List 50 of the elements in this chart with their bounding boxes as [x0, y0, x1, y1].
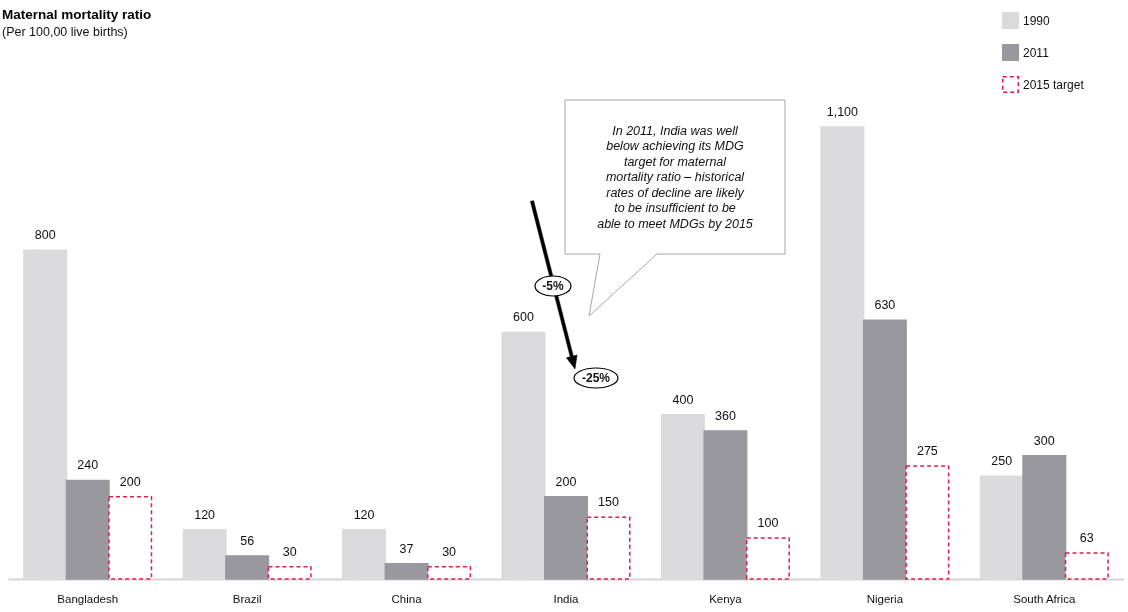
- data-label: 630: [874, 298, 896, 313]
- legend-label: 2011: [1023, 45, 1050, 60]
- data-label: 37: [399, 541, 414, 556]
- data-label: 120: [194, 507, 216, 522]
- legend-label: 2015 target: [1023, 77, 1085, 92]
- bar: [586, 516, 631, 580]
- x-tick-label: South Africa: [1013, 592, 1076, 605]
- bar: [384, 563, 429, 580]
- x-tick-label: Brazil: [232, 592, 262, 605]
- data-label: 360: [715, 409, 736, 424]
- bar: [1022, 454, 1067, 580]
- x-tick-label: Kenya: [709, 592, 743, 605]
- bar: [703, 430, 748, 580]
- chart-subtitle: (Per 100,00 live births): [2, 24, 128, 39]
- x-tick-label: Bangladesh: [57, 592, 119, 605]
- bar: [1064, 552, 1109, 580]
- bar: [905, 465, 950, 580]
- bar: [427, 565, 472, 580]
- data-label: 250: [991, 454, 1013, 469]
- data-label: 30: [442, 544, 457, 559]
- annotation: -5%: [542, 279, 564, 293]
- data-label: 1,100: [826, 105, 859, 119]
- annotation: In 2011, India was well below achieving its MDG target for maternal mortality ratio – historical rates of decline are likely to be insufficient to be able to meet MDGs by 2015: [597, 123, 753, 231]
- bar: [108, 496, 153, 580]
- chart-title: Maternal mortality ratio: [2, 7, 152, 22]
- data-label: 300: [1033, 433, 1055, 448]
- x-tick-label: India: [553, 592, 580, 605]
- data-label: 240: [77, 458, 99, 473]
- bar: [267, 565, 312, 580]
- data-label: 200: [119, 474, 141, 489]
- bar: [862, 319, 907, 580]
- data-label: 100: [757, 515, 779, 530]
- data-label: 600: [513, 310, 534, 325]
- x-tick-label: China: [391, 592, 423, 605]
- data-label: 30: [282, 544, 297, 559]
- data-label: 400: [672, 392, 694, 407]
- data-label: 275: [916, 444, 938, 458]
- data-label: 800: [34, 228, 56, 243]
- bar: [543, 496, 589, 580]
- bar: [225, 555, 270, 580]
- data-label: 120: [353, 507, 375, 522]
- data-label: 56: [240, 533, 255, 548]
- x-tick-label: Nigeria: [866, 592, 904, 605]
- data-label: 63: [1079, 531, 1094, 546]
- data-label: 150: [598, 495, 619, 510]
- legend-label: 1990: [1023, 13, 1051, 28]
- bar: [745, 537, 790, 580]
- data-label: 200: [555, 474, 577, 489]
- bar: [65, 479, 110, 580]
- annotation: -25%: [581, 371, 611, 385]
